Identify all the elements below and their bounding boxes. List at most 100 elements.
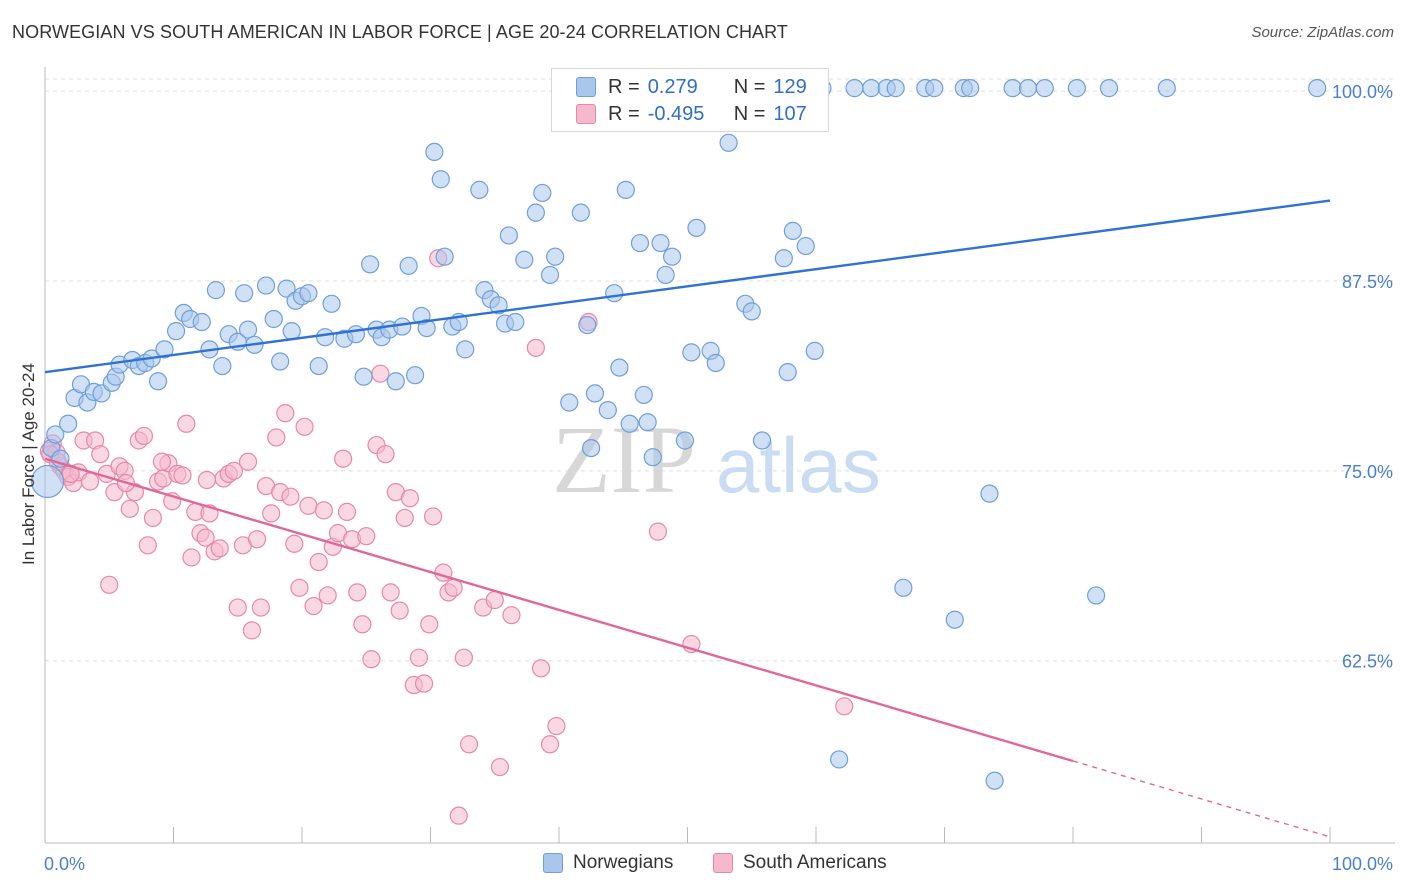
south-americans-points	[39, 249, 854, 825]
south-americans-point	[228, 598, 247, 617]
south-americans-point	[299, 496, 318, 515]
legend-label-south-americans: South Americans	[743, 852, 887, 873]
south-americans-point	[262, 504, 281, 523]
south-americans-point	[420, 615, 439, 634]
norwegians-point	[309, 356, 328, 376]
legend-r-label: R =	[608, 75, 640, 98]
norwegians-point	[354, 367, 373, 386]
south-americans-point	[490, 757, 509, 777]
norwegians-point	[238, 320, 258, 339]
norwegians-point	[546, 247, 565, 266]
norwegians-point	[1003, 79, 1022, 98]
south-americans-point	[224, 461, 243, 480]
norwegians-point	[213, 356, 232, 376]
south-americans-point	[835, 697, 854, 716]
legend-item-south-americans[interactable]: South Americans	[713, 852, 887, 874]
norwegians-point	[148, 372, 168, 391]
legend-n-value: 129	[773, 75, 807, 98]
south-americans-point	[295, 417, 314, 436]
south-americans-point	[395, 508, 414, 528]
norwegians-point	[598, 401, 617, 420]
south-americans-point	[210, 539, 229, 558]
norwegians-point	[805, 341, 824, 360]
legend-swatch-blue	[576, 77, 596, 97]
south-americans-point	[444, 578, 463, 597]
norwegians-point	[1067, 79, 1086, 98]
y-tick-label: 62.5%	[1342, 652, 1393, 672]
norwegians-point	[682, 343, 701, 362]
legend-swatch-blue	[543, 853, 563, 873]
norwegians-point	[796, 236, 815, 256]
norwegians-point	[862, 79, 881, 98]
norwegians-point	[399, 256, 418, 275]
south-americans-point	[134, 426, 154, 446]
south-americans-point	[334, 449, 353, 468]
norwegians-point	[560, 393, 579, 412]
norwegians-point	[687, 218, 706, 237]
south-americans-point	[143, 508, 163, 528]
legend-swatch-pink	[576, 104, 596, 124]
south-americans-point	[547, 716, 566, 736]
south-americans-point	[267, 428, 286, 447]
norwegians-point	[361, 255, 380, 274]
norwegians-point	[675, 431, 695, 450]
norwegians-point	[980, 484, 999, 503]
south-americans-point	[376, 445, 395, 464]
norwegians-point	[571, 203, 590, 222]
south-americans-point	[251, 598, 270, 617]
south-americans-point	[459, 735, 479, 754]
norwegians-point	[752, 431, 772, 450]
south-americans-point	[177, 414, 196, 433]
south-americans-point	[362, 650, 381, 669]
south-americans-point	[309, 552, 328, 572]
south-americans-point	[414, 674, 434, 693]
south-americans-point	[449, 806, 468, 825]
norwegians-point	[540, 265, 560, 285]
south-americans-point	[80, 472, 100, 491]
legend-r-label: R =	[608, 102, 640, 125]
south-americans-point	[196, 528, 215, 547]
norwegians-point	[719, 133, 738, 152]
south-americans-point	[353, 615, 372, 634]
norwegians-point	[515, 250, 534, 269]
legend-item-norwegians[interactable]: Norwegians	[543, 852, 673, 874]
norwegians-point	[778, 363, 797, 382]
chart-title: NORWEGIAN VS SOUTH AMERICAN IN LABOR FOR…	[12, 22, 789, 42]
norwegians-point	[643, 448, 662, 467]
norwegians-point	[417, 318, 436, 338]
south-americans-point	[423, 507, 443, 526]
norwegians-points	[30, 79, 1327, 790]
south-americans-point	[247, 530, 267, 549]
source-label: Source: ZipAtlas.com	[1251, 24, 1394, 41]
norwegians-point	[299, 284, 318, 303]
legend-row-south-americans: R = -0.495 N = 107	[576, 102, 807, 126]
norwegians-point	[830, 750, 849, 769]
norwegians-point	[925, 79, 944, 98]
norwegians-point	[1308, 79, 1327, 98]
norwegians-point	[783, 221, 802, 240]
norwegians-point	[393, 317, 412, 336]
legend-n-label: N =	[733, 75, 766, 98]
south-americans-point	[357, 527, 376, 546]
south-americans-point	[173, 466, 192, 485]
norwegians-point	[271, 352, 290, 371]
norwegians-point	[470, 180, 489, 199]
series-legend: Norwegians South Americans	[0, 852, 1406, 878]
legend-n-label: N =	[733, 102, 766, 125]
norwegians-point	[886, 79, 905, 98]
norwegians-point	[894, 578, 913, 597]
legend-r-value: 0.279	[647, 75, 698, 98]
x-tick-label-max: 100.0%	[1332, 854, 1393, 874]
norwegians-point	[651, 233, 670, 253]
norwegians-point	[585, 384, 605, 403]
norwegians-point	[774, 249, 793, 268]
legend-n-value: 107	[773, 102, 807, 125]
norwegians-point	[346, 325, 366, 344]
legend-r-value: -0.495	[647, 102, 705, 125]
y-axis-label: In Labor Force | Age 20-24	[19, 363, 38, 565]
norwegians-point	[166, 322, 186, 341]
norwegians-point	[961, 79, 980, 98]
south-americans-point	[304, 596, 323, 616]
south-americans-point	[152, 452, 172, 471]
